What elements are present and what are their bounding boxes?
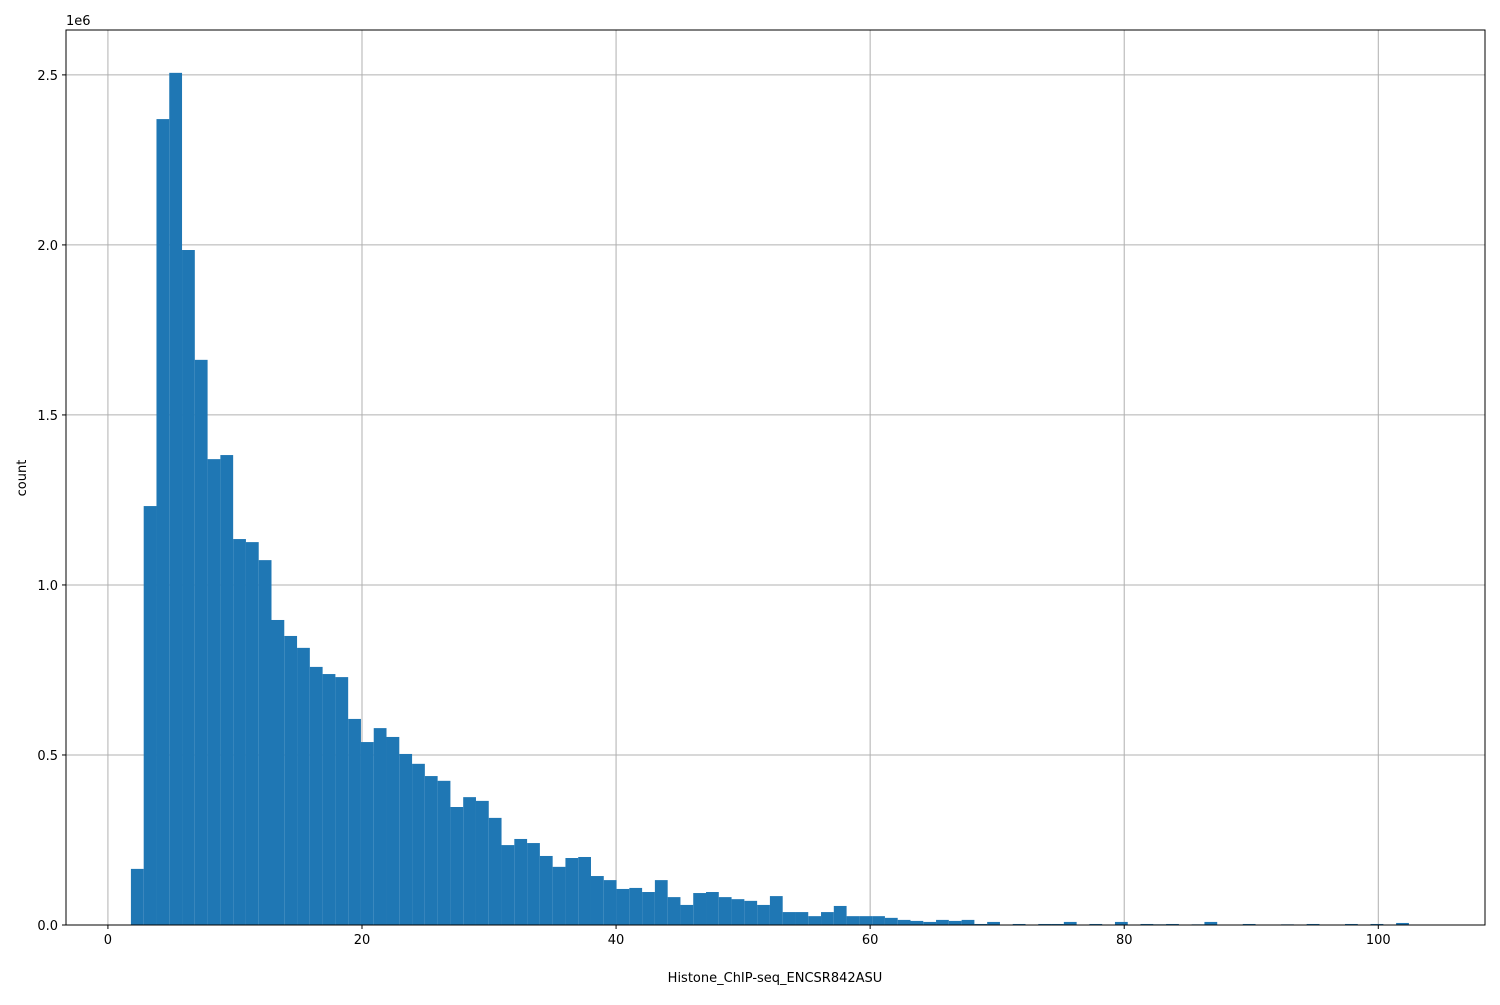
histogram-bar — [719, 897, 732, 925]
histogram-bar — [808, 916, 821, 925]
y-axis-label: count — [15, 460, 30, 497]
histogram-bar — [604, 880, 617, 925]
y-tick-label: 2.0 — [37, 239, 58, 254]
histogram-bar — [450, 807, 463, 925]
y-tick-label: 0.0 — [37, 919, 58, 934]
histogram-bar — [642, 892, 655, 925]
histogram-bar — [859, 916, 872, 925]
histogram-bar — [949, 921, 962, 925]
bars — [131, 73, 1409, 925]
histogram-bar — [655, 880, 668, 925]
histogram-bar — [706, 892, 719, 925]
y-tick-label: 1.5 — [37, 409, 58, 424]
histogram-bar — [335, 677, 348, 925]
histogram-bar — [885, 918, 898, 925]
histogram-bar — [284, 636, 297, 925]
histogram-bar — [732, 899, 745, 925]
histogram-bar — [131, 869, 144, 925]
histogram-bar — [425, 776, 438, 925]
histogram-bar — [936, 920, 949, 925]
histogram-bar — [847, 916, 860, 925]
histogram-bar — [514, 839, 527, 925]
y-tick-label: 2.5 — [37, 69, 58, 84]
histogram-bar — [693, 893, 706, 925]
x-axis-label: Histone_ChIP-seq_ENCSR842ASU — [668, 971, 883, 986]
histogram-bar — [527, 843, 540, 925]
histogram-bar — [144, 506, 157, 925]
histogram-bar — [387, 737, 400, 925]
y-tick-label: 1.0 — [37, 579, 58, 594]
histogram-bar — [208, 459, 221, 925]
histogram-bar — [412, 764, 425, 925]
histogram-bar — [757, 905, 770, 925]
histogram-bar — [361, 742, 374, 925]
x-tick-label: 60 — [862, 933, 879, 948]
histogram-bar — [872, 916, 885, 925]
histogram-bar — [374, 728, 387, 925]
x-tick-label: 100 — [1366, 933, 1391, 948]
x-tick-label: 0 — [104, 933, 112, 948]
histogram-bar — [565, 858, 578, 925]
histogram-bar — [310, 667, 323, 925]
histogram-bar — [182, 250, 195, 925]
histogram-bar — [297, 648, 310, 925]
histogram-bar — [220, 455, 233, 925]
histogram-bar — [910, 921, 923, 925]
histogram-bar — [399, 754, 412, 925]
histogram-bar — [553, 867, 566, 925]
histogram-bar — [233, 539, 246, 925]
y-offset-label: 1e6 — [66, 14, 91, 29]
histogram-bar — [156, 119, 169, 925]
histogram-bar — [962, 920, 975, 925]
histogram-bar — [578, 857, 591, 925]
histogram-bar — [668, 897, 681, 925]
histogram-bar — [348, 719, 361, 925]
histogram-bar — [246, 542, 259, 925]
histogram-bar — [680, 905, 693, 925]
histogram-bar — [821, 912, 834, 925]
histogram-bar — [795, 912, 808, 925]
histogram-bar — [195, 360, 208, 925]
histogram-bar — [489, 818, 502, 925]
histogram-bar — [898, 920, 911, 925]
histogram-bar — [540, 856, 553, 925]
histogram-bar — [502, 845, 515, 925]
histogram-bar — [629, 888, 642, 925]
histogram-bar — [617, 889, 630, 925]
histogram-bar — [744, 901, 757, 925]
histogram-bar — [259, 560, 272, 925]
histogram-bar — [271, 620, 284, 925]
histogram-bar — [476, 801, 489, 925]
histogram-bar — [169, 73, 182, 925]
histogram-bar — [438, 781, 451, 925]
x-tick-label: 80 — [1116, 933, 1133, 948]
histogram-bar — [770, 896, 783, 925]
histogram-bar — [463, 797, 476, 925]
histogram-bar — [323, 674, 336, 925]
y-tick-label: 0.5 — [37, 749, 58, 764]
histogram-bar — [783, 912, 796, 925]
histogram-bar — [834, 906, 847, 925]
histogram-bar — [591, 876, 604, 925]
x-tick-label: 20 — [354, 933, 371, 948]
x-tick-label: 40 — [608, 933, 625, 948]
